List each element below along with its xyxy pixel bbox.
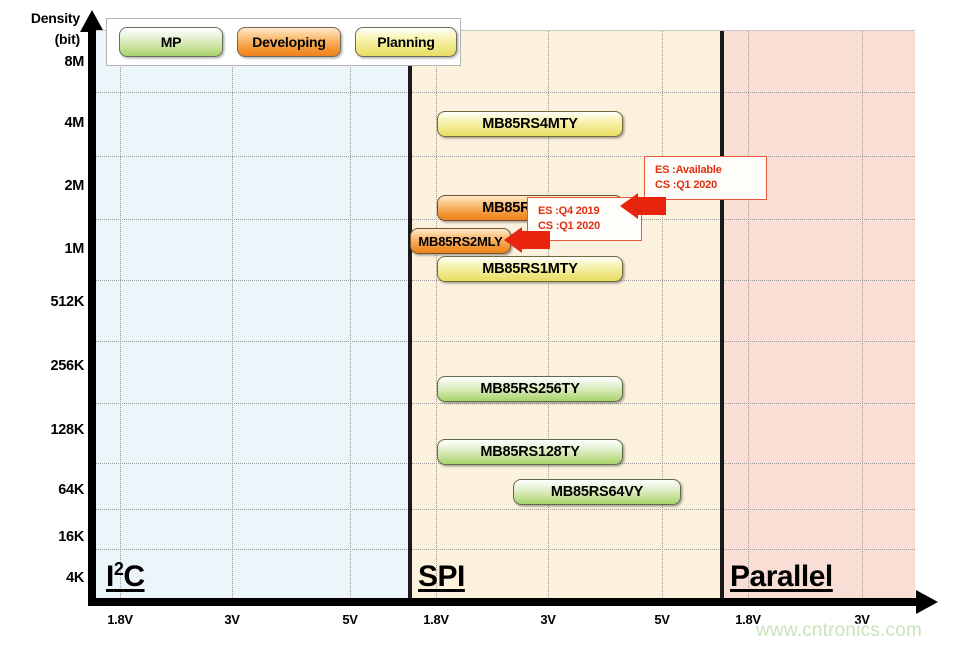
y-tick-4m: 4M: [64, 115, 84, 131]
callout-arrow-icon: [620, 193, 666, 219]
zone-label-i2c-tail: C: [123, 560, 145, 593]
y-tick-16k: 16K: [58, 529, 84, 545]
callout-line-1: ES :Available: [655, 164, 722, 176]
product-box-mb85rs128ty[interactable]: MB85RS128TY: [437, 439, 623, 465]
gridline-horizontal: [96, 403, 915, 404]
y-tick-2m: 2M: [64, 178, 84, 194]
callout-mb85rs2mty: ES :Available CS :Q1 2020: [644, 156, 767, 200]
product-box-mb85rs64vy[interactable]: MB85RS64VY: [513, 479, 681, 505]
gridline-vertical: [748, 31, 749, 598]
zone-label-parallel: Parallel: [730, 560, 833, 593]
legend-item-planning[interactable]: Planning: [355, 27, 457, 57]
y-axis-title-line1: Density: [30, 10, 80, 26]
zone-divider-spi-parallel: [720, 31, 724, 598]
gridline-vertical: [350, 31, 351, 598]
x-axis-line: [88, 598, 918, 606]
y-tick-128k: 128K: [50, 422, 85, 438]
y-axis-line: [88, 30, 96, 602]
x-tick-4: 3V: [540, 612, 556, 627]
callout-line-2: CS :Q1 2020: [538, 220, 601, 232]
callout-line-1: ES :Q4 2019: [538, 205, 600, 217]
zone-label-i2c-sup: 2: [113, 559, 124, 579]
callout-line-2: CS :Q1 2020: [655, 179, 718, 191]
gridline-vertical: [862, 31, 863, 598]
x-tick-1: 3V: [224, 612, 240, 627]
y-tick-1m: 1M: [64, 241, 84, 257]
gridline-vertical: [120, 31, 121, 598]
plot-area: I2C SPI Parallel MB85RS4MTY MB85RS2MTY M…: [96, 30, 915, 598]
product-box-mb85rs2mly[interactable]: MB85RS2MLY: [410, 228, 511, 254]
x-axis-tick-labels: 1.8V 3V 5V 1.8V 3V 5V 1.8V 3V: [0, 612, 964, 634]
zone-divider-i2c-spi: [408, 31, 412, 598]
y-tick-64k: 64K: [58, 482, 84, 498]
product-box-mb85rs256ty[interactable]: MB85RS256TY: [437, 376, 623, 402]
x-tick-0: 1.8V: [107, 612, 133, 627]
watermark: www.cntronics.com: [756, 620, 922, 641]
y-axis-title-line2: (bit): [54, 31, 81, 47]
product-box-mb85rs4mty[interactable]: MB85RS4MTY: [437, 111, 623, 137]
y-axis-arrow-icon: [80, 10, 104, 32]
x-tick-2: 5V: [342, 612, 358, 627]
gridline-vertical: [232, 31, 233, 598]
y-tick-8m: 8M: [64, 54, 84, 70]
gridline-horizontal: [96, 92, 915, 93]
y-tick-256k: 256K: [50, 358, 85, 374]
gridline-horizontal: [96, 549, 915, 550]
gridline-horizontal: [96, 341, 915, 342]
zone-label-i2c: I2C: [106, 559, 145, 593]
x-tick-6: 1.8V: [735, 612, 761, 627]
zone-label-i2c-text: I: [106, 560, 114, 593]
y-tick-4k: 4K: [66, 570, 84, 586]
gridline-vertical: [436, 31, 437, 598]
zone-background-i2c: [96, 31, 410, 598]
gridline-horizontal: [96, 509, 915, 510]
y-axis-tick-labels: 8M 4M 2M 1M 512K 256K 128K 64K 16K 4K: [0, 0, 85, 648]
x-tick-7: 3V: [854, 612, 870, 627]
legend: MP Developing Planning: [106, 18, 461, 66]
zone-label-spi: SPI: [418, 560, 465, 593]
gridline-vertical: [548, 31, 549, 598]
y-tick-512k: 512K: [50, 294, 85, 310]
x-tick-5: 5V: [654, 612, 670, 627]
zone-background-parallel: [722, 31, 915, 598]
x-tick-3: 1.8V: [423, 612, 449, 627]
x-axis-arrow-icon: [916, 590, 938, 614]
legend-item-developing[interactable]: Developing: [237, 27, 341, 57]
product-box-mb85rs1mty[interactable]: MB85RS1MTY: [437, 256, 623, 282]
legend-item-mp[interactable]: MP: [119, 27, 223, 57]
callout-arrow-icon: [504, 227, 550, 253]
gridline-vertical: [662, 31, 663, 598]
gridline-horizontal: [96, 156, 915, 157]
